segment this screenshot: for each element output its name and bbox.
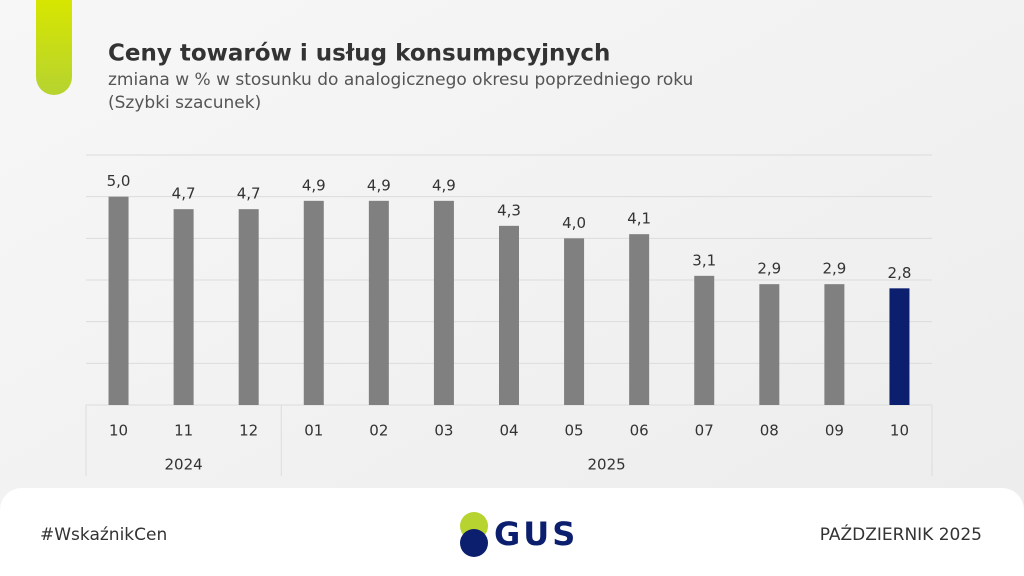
data-label: 3,1 <box>692 251 716 269</box>
bar <box>173 209 194 405</box>
bar <box>694 275 715 405</box>
data-label: 4,9 <box>432 176 456 194</box>
bar <box>238 209 259 405</box>
x-tick-label: 11 <box>174 422 193 440</box>
x-tick-label: 12 <box>239 422 258 440</box>
x-tick-label: 07 <box>695 422 714 440</box>
data-label: 4,1 <box>627 210 651 228</box>
data-label: 4,7 <box>237 185 261 203</box>
hashtag: #WskaźnikCen <box>40 525 167 545</box>
data-label: 4,0 <box>562 214 586 232</box>
chart-title: Ceny towarów i usług konsumpcyjnych <box>108 41 610 67</box>
data-label: 4,9 <box>367 176 391 194</box>
bar <box>629 234 650 405</box>
plot: 5,0 10 4,7 11 4,7 12 2024 4,9 01 4,9 02 4,9 03 4,3 04 4… <box>85 154 933 476</box>
footer-panel <box>0 488 1024 576</box>
logo-text: GUS <box>494 515 578 553</box>
data-label: 4,3 <box>497 201 521 219</box>
x-tick-label: 03 <box>434 422 453 440</box>
x-tick-label: 09 <box>825 422 844 440</box>
data-label: 4,7 <box>172 185 196 203</box>
bar <box>499 225 519 405</box>
data-label: 5,0 <box>107 172 131 190</box>
x-tick-label: 05 <box>565 422 584 440</box>
data-label: 4,9 <box>302 176 326 194</box>
data-label: 2,9 <box>757 260 781 278</box>
group-label: 2025 <box>588 456 626 474</box>
bar <box>759 284 780 405</box>
bar <box>564 238 585 405</box>
bar <box>303 200 324 405</box>
bar <box>433 200 454 405</box>
date: PAŹDZIERNIK 2025 <box>820 523 982 545</box>
subtitle: zmiana w % w stosunku do analogicznego o… <box>108 70 693 90</box>
accent <box>36 0 72 95</box>
bar <box>108 196 129 405</box>
x-tick-label: 01 <box>304 422 323 440</box>
data-label: 2,9 <box>822 260 846 278</box>
logo-circle <box>460 529 488 557</box>
x-tick-label: 02 <box>369 422 388 440</box>
x-tick-label: 10 <box>109 422 128 440</box>
group-label: 2024 <box>165 456 203 474</box>
bar <box>824 284 845 405</box>
data-label: 2,8 <box>888 264 912 282</box>
subtitle: (Szybki szacunek) <box>108 93 261 113</box>
x-tick-label: 10 <box>890 422 909 440</box>
bar <box>368 200 389 405</box>
x-tick-label: 08 <box>760 422 779 440</box>
x-tick-label: 04 <box>499 422 518 440</box>
bar <box>889 288 910 405</box>
x-tick-label: 06 <box>630 422 649 440</box>
